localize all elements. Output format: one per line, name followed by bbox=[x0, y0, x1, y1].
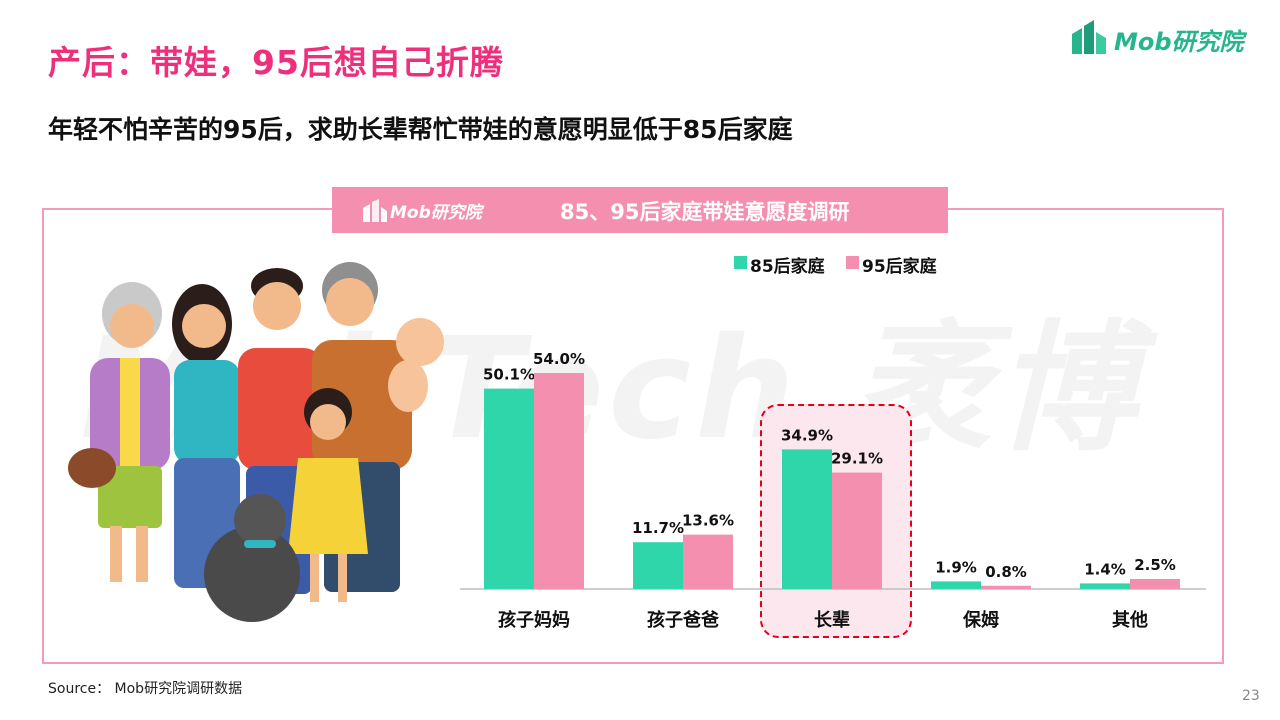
data-label-85-0: 50.1% bbox=[483, 366, 535, 384]
data-label-85-4: 1.4% bbox=[1084, 560, 1126, 578]
building-bars-icon bbox=[363, 199, 387, 222]
grandma-figure bbox=[68, 282, 170, 582]
building-bars-icon bbox=[1072, 20, 1106, 54]
slide-subtitle: 年轻不怕辛苦的95后，求助长辈帮忙带娃的意愿明显低于85后家庭 bbox=[48, 115, 793, 144]
slide-title: 产后：带娃，95后想自己折腾 bbox=[48, 43, 504, 82]
bar-85-0 bbox=[484, 388, 534, 589]
page-number: 23 bbox=[1242, 688, 1260, 704]
data-label-95-4: 2.5% bbox=[1134, 556, 1176, 574]
girl-figure bbox=[288, 388, 368, 602]
bar-85-1 bbox=[633, 542, 683, 589]
legend-label-85: 85后家庭 bbox=[750, 257, 825, 277]
data-label-85-3: 1.9% bbox=[935, 558, 977, 576]
legend-swatch-85 bbox=[734, 256, 747, 269]
panel-header-logo: Mob研究院 bbox=[362, 197, 512, 225]
data-label-85-1: 11.7% bbox=[632, 519, 684, 537]
bar-95-4 bbox=[1130, 579, 1180, 589]
data-label-95-1: 13.6% bbox=[682, 512, 734, 530]
bar-95-2 bbox=[832, 472, 882, 589]
mother-figure bbox=[172, 284, 240, 588]
data-label-95-2: 29.1% bbox=[831, 450, 883, 468]
brand-logo-text: Mob研究院 bbox=[1114, 28, 1244, 56]
bar-95-1 bbox=[683, 534, 733, 589]
brand-logo: Mob研究院 bbox=[1070, 18, 1260, 58]
data-label-95-3: 0.8% bbox=[985, 563, 1027, 581]
category-label-1: 孩子爸爸 bbox=[647, 609, 719, 631]
category-label-2: 长辈 bbox=[814, 609, 850, 631]
data-label-85-2: 34.9% bbox=[781, 426, 833, 444]
category-label-4: 其他 bbox=[1112, 609, 1148, 631]
legend-label-95: 95后家庭 bbox=[862, 257, 937, 277]
category-label-0: 孩子妈妈 bbox=[498, 609, 570, 631]
family-illustration bbox=[68, 262, 444, 622]
legend-swatch-95 bbox=[846, 256, 859, 269]
bar-85-4 bbox=[1080, 583, 1130, 589]
bar-95-0 bbox=[534, 373, 584, 589]
category-label-3: 保姆 bbox=[962, 609, 999, 631]
dog-figure bbox=[204, 494, 300, 622]
chart-title: 85、95后家庭带娃意愿度调研 bbox=[560, 200, 850, 224]
data-label-95-0: 54.0% bbox=[533, 350, 585, 368]
bar-85-2 bbox=[782, 449, 832, 589]
panel-header-logo-text: Mob研究院 bbox=[390, 203, 482, 223]
source-note: Source： Mob研究院调研数据 bbox=[48, 681, 243, 697]
baby-figure bbox=[388, 318, 444, 412]
chart-panel-header: Mob研究院 85、95后家庭带娃意愿度调研 bbox=[332, 187, 948, 233]
bar-95-3 bbox=[981, 585, 1031, 589]
bar-85-3 bbox=[931, 581, 981, 589]
